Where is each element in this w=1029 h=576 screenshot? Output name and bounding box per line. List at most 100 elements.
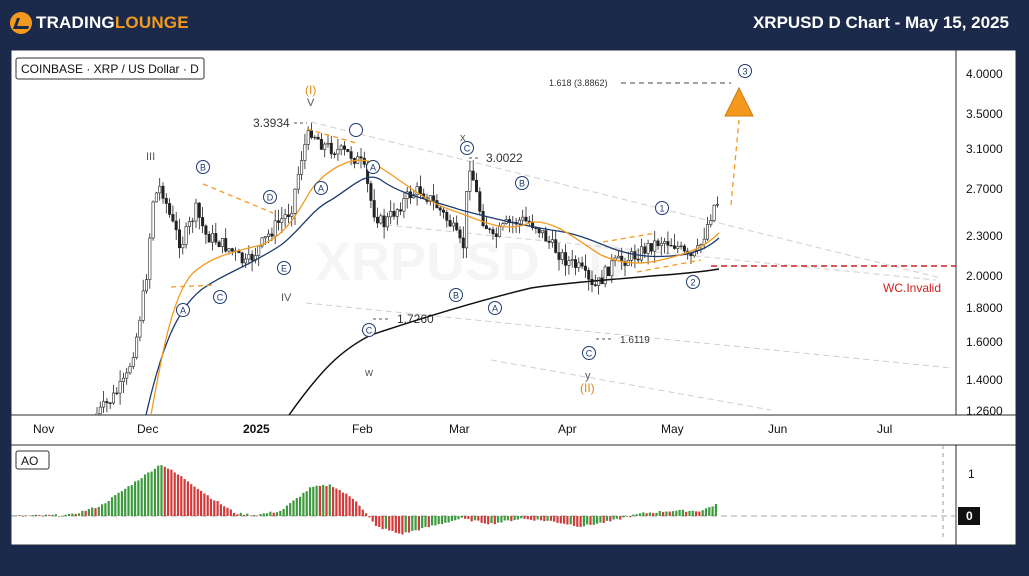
y-tick: 2.0000: [966, 269, 1003, 283]
candle: [336, 138, 340, 161]
x-tick: May: [661, 422, 684, 436]
ao-bar: [427, 516, 430, 528]
ao-bar: [41, 515, 44, 517]
svg-text:1: 1: [659, 204, 664, 214]
ao-bar: [506, 516, 510, 521]
ao-bar: [378, 516, 381, 528]
ao-bar: [190, 484, 193, 516]
ao-bar: [173, 472, 176, 516]
candle: [306, 126, 310, 151]
ao-bar: [279, 510, 282, 516]
ao-bar: [176, 474, 180, 516]
candle: [587, 267, 591, 291]
candle: [326, 134, 330, 148]
ao-bar: [150, 471, 153, 516]
invalidation-label: WC.Invalid: [883, 281, 941, 295]
candle: [280, 207, 284, 234]
candle: [293, 188, 297, 226]
candle: [395, 208, 399, 225]
ao-histogram: [11, 465, 717, 535]
price-axis[interactable]: 4.0000 3.5000 3.1000 2.7000 2.3000 2.000…: [966, 67, 1003, 418]
candle: [319, 133, 323, 150]
candle: [138, 316, 142, 342]
ao-bar: [127, 486, 130, 516]
brand-name: TRADINGLOUNGE: [36, 13, 189, 32]
ao-bar: [701, 510, 704, 516]
candle: [438, 205, 442, 216]
ao-bar: [358, 505, 361, 516]
ao-bar: [658, 510, 661, 516]
wave-circle-label: C: [362, 323, 376, 337]
ao-bar: [361, 509, 364, 516]
ao-bar: [239, 512, 242, 516]
ao-bar: [196, 488, 199, 516]
candle: [455, 215, 459, 232]
ao-bar: [675, 510, 678, 516]
candle: [329, 135, 333, 159]
sma-fast-line: [150, 159, 720, 416]
ao-bar: [335, 488, 338, 516]
channel-upper: [310, 121, 942, 279]
ao-label-box[interactable]: [15, 450, 50, 470]
candle: [148, 233, 152, 289]
candle: [491, 226, 495, 240]
wave-circle-label: 3: [738, 64, 752, 78]
ao-bar: [569, 516, 572, 525]
candle: [230, 247, 234, 256]
ao-bar: [229, 509, 232, 516]
candle: [300, 151, 304, 181]
candle: [257, 245, 261, 267]
ao-bar: [61, 515, 64, 517]
ao-bar: [480, 516, 483, 523]
time-axis[interactable]: Nov Dec 2025 Feb Mar Apr May Jun Jul: [33, 422, 892, 436]
ao-bar: [708, 507, 711, 516]
wave-circle-label: E: [277, 261, 291, 275]
ao-bar: [219, 504, 222, 516]
ao-bar: [206, 495, 209, 516]
ao-bar: [120, 491, 123, 516]
candle: [494, 227, 498, 248]
chart-panel[interactable]: XRPUSD · D COINBASE · XRP / US Dollar · …: [10, 49, 1017, 546]
ao-bar: [599, 516, 602, 523]
wave-label-x: x: [460, 132, 466, 144]
candle: [197, 202, 201, 230]
ao-bar: [698, 511, 701, 516]
candle: [372, 189, 376, 222]
ao-bar: [351, 498, 354, 516]
fib-target-label: 1.618 (3.8862): [549, 78, 608, 88]
candle: [451, 217, 455, 232]
candle: [181, 236, 185, 255]
ao-bar: [520, 516, 523, 519]
ao-bar: [209, 498, 213, 516]
candle: [191, 217, 195, 233]
ao-bar: [242, 514, 246, 516]
candle: [105, 398, 109, 413]
ao-bar: [38, 515, 41, 516]
ao-bar: [629, 516, 632, 518]
ao-bar: [170, 469, 173, 516]
ao-bar: [58, 516, 61, 517]
chart-svg[interactable]: XRPUSD · D COINBASE · XRP / US Dollar · …: [10, 49, 1017, 546]
ao-bar: [437, 516, 440, 525]
symbol-box[interactable]: [15, 57, 205, 80]
ao-bar: [147, 472, 150, 516]
candle: [273, 209, 277, 245]
candle: [102, 390, 106, 413]
ao-bar: [711, 506, 714, 516]
ao-bar: [579, 516, 582, 527]
candle: [709, 214, 713, 228]
brand-logo[interactable]: TRADINGLOUNGE: [10, 12, 189, 34]
ao-bar: [516, 516, 519, 520]
header-bar: TRADINGLOUNGE XRPUSD D Chart - May 15, 2…: [0, 0, 1029, 46]
candle: [432, 183, 436, 211]
candle: [211, 224, 215, 251]
candle: [112, 384, 116, 405]
ao-bar: [543, 516, 546, 522]
candle: [296, 166, 300, 194]
ao-bar: [549, 516, 552, 521]
svg-text:3: 3: [742, 67, 747, 77]
wave-label-IV: IV: [281, 292, 292, 304]
candle: [699, 243, 703, 253]
candle: [118, 370, 122, 405]
ao-bar: [546, 516, 549, 521]
